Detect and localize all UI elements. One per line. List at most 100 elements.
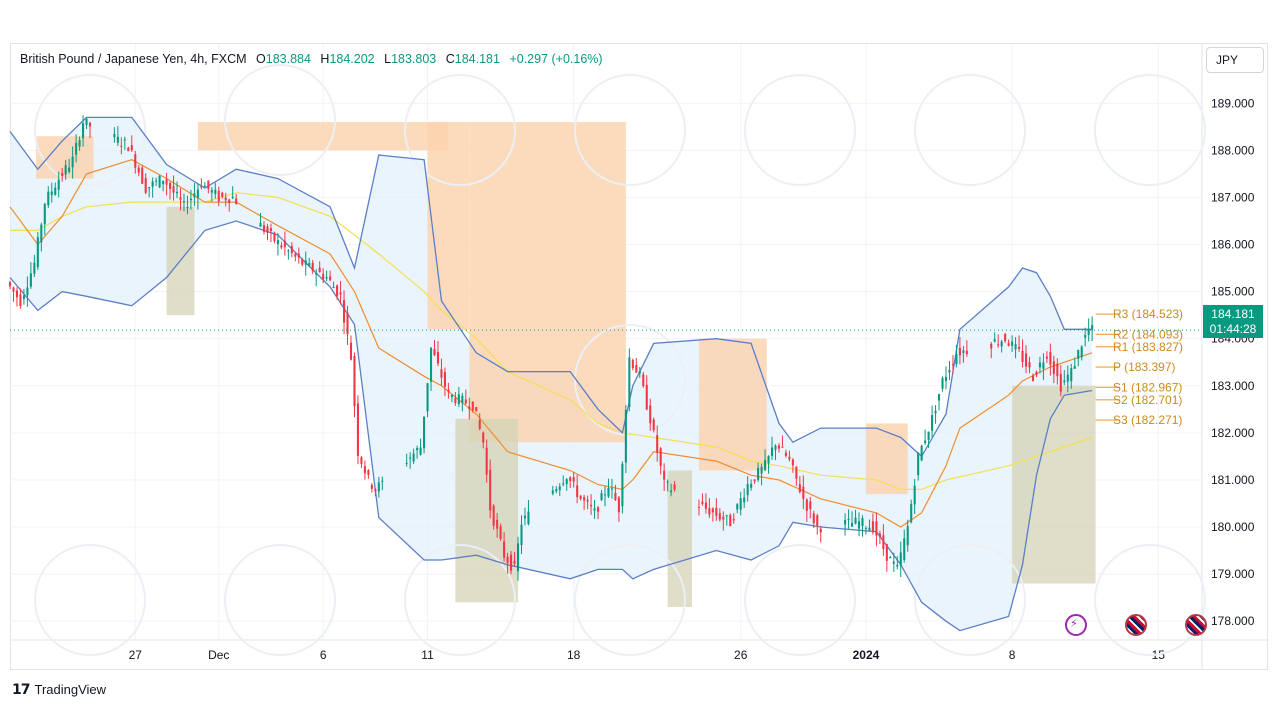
candle-body (85, 118, 88, 125)
candle-body (1018, 346, 1021, 349)
candle-body (8, 282, 12, 287)
tradingview-brand[interactable]: 𝟭𝟳 TradingView (12, 681, 106, 698)
candle-body (736, 504, 739, 510)
y-tick-label: 182.000 (1211, 426, 1255, 440)
candle-body (68, 167, 71, 172)
candle-body (360, 457, 363, 465)
x-tick-label: Dec (208, 648, 229, 662)
candle-body (506, 556, 509, 563)
candle-body (764, 460, 767, 470)
candle-body (26, 287, 29, 296)
supply-zone (469, 122, 626, 443)
supply-zone (197, 122, 449, 151)
lightning-icon[interactable] (1065, 614, 1087, 636)
candle-body (269, 228, 273, 231)
candle-body (457, 394, 460, 405)
candle-body (1007, 343, 1010, 346)
candle-body (141, 167, 144, 184)
watermark-seal (1094, 544, 1206, 656)
candle-body (200, 186, 203, 188)
y-tick-label: 180.000 (1211, 520, 1255, 534)
candle-body (670, 490, 673, 493)
x-tick-label: 11 (421, 648, 434, 662)
candle-body (527, 511, 530, 525)
bollinger-lower-line (9, 220, 1093, 632)
chart-frame[interactable] (10, 43, 1268, 670)
currency-button[interactable]: JPY (1206, 47, 1264, 73)
candle-body (134, 154, 137, 168)
watermark-seal (574, 544, 686, 656)
candle-body (315, 273, 318, 275)
candle-body (75, 142, 78, 155)
candle-body (819, 528, 822, 533)
candle-body (760, 466, 763, 474)
candle-body (318, 267, 321, 273)
candle-body (652, 419, 655, 431)
candle-body (203, 185, 206, 187)
candle-body (931, 415, 934, 431)
candle-body (158, 175, 161, 188)
candle-body (951, 364, 954, 366)
y-tick-label: 181.000 (1211, 473, 1255, 487)
candle-body (416, 447, 419, 451)
candle-body (990, 343, 993, 349)
candle-body (356, 403, 359, 456)
symbol-name[interactable]: British Pound / Japanese Yen, 4h, FXCM (20, 52, 247, 66)
candle-body (656, 435, 659, 453)
last-price-value: 184.181 (1211, 307, 1255, 321)
candle-body (468, 406, 471, 410)
candle-body (937, 394, 941, 401)
candle-body (283, 240, 286, 248)
candle-body (137, 167, 140, 173)
candle-body (464, 399, 467, 404)
candle-body (1059, 374, 1062, 392)
candle-body (851, 522, 854, 527)
candle-body (725, 515, 728, 517)
candle-body (436, 352, 440, 364)
candle-body (440, 369, 443, 378)
y-tick-label: 188.000 (1211, 143, 1255, 157)
candle-body (889, 556, 892, 559)
candle-body (903, 538, 906, 561)
candle-body (718, 513, 721, 520)
x-tick-label: 6 (320, 648, 327, 662)
candle-body (621, 463, 624, 507)
candle-body (144, 178, 147, 193)
y-tick-label: 186.000 (1211, 238, 1255, 252)
candle-body (753, 479, 756, 482)
candle-body (955, 354, 958, 365)
candle-body (962, 350, 965, 353)
candle-body (36, 237, 39, 268)
candle-body (1014, 344, 1017, 350)
watermark-seal (224, 544, 336, 656)
candle-body (175, 191, 179, 194)
candle-body (871, 521, 874, 533)
candle-body (697, 507, 700, 509)
candle-body (1028, 362, 1031, 368)
candle-body (882, 535, 885, 550)
candle-body (113, 133, 116, 138)
candle-body (1021, 351, 1024, 362)
candle-body (596, 507, 600, 512)
candle-body (262, 225, 266, 232)
candle-body (33, 262, 36, 274)
pivot-label: S2 (182.701) (1113, 393, 1182, 407)
candle-body (1042, 362, 1045, 369)
candle-body (924, 440, 927, 444)
candle-body (123, 139, 126, 141)
candle-body (377, 482, 380, 492)
candle-body (433, 348, 436, 356)
pivot-label: S1 (182.967) (1113, 380, 1182, 394)
uk-flag-event-icon[interactable] (1185, 614, 1207, 636)
high-value: 184.202 (329, 52, 375, 66)
candle-body (857, 521, 861, 529)
candle-body (186, 207, 189, 209)
candle-body (78, 140, 81, 147)
candle-body (308, 263, 311, 266)
candle-body (757, 467, 760, 480)
candle-body (1024, 353, 1028, 367)
uk-flag-event-icon[interactable] (1125, 614, 1147, 636)
candle-body (516, 543, 520, 572)
candle-body (419, 447, 422, 455)
